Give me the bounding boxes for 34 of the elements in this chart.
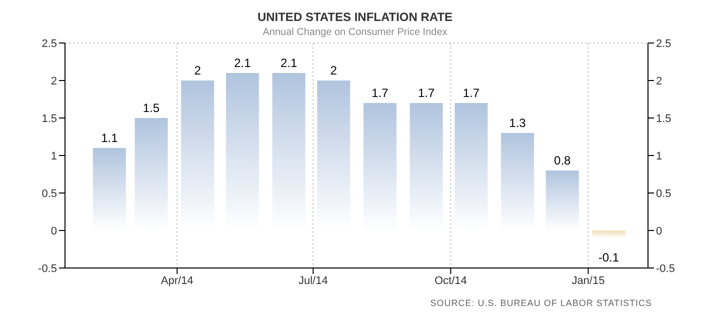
y2-tick-label: 2.5 [656,38,672,50]
y2-tick-label: 0 [656,225,662,238]
x-tick-label: Apr/14 [160,274,194,287]
data-label: 0.8 [554,154,572,168]
y-tick-label: 2 [50,75,57,88]
data-label: 1.1 [101,131,118,145]
data-label: 2 [194,64,202,78]
y2-tick-label: 0.5 [656,188,672,200]
data-label: 2.1 [234,56,252,70]
x-tick-label: Oct/14 [434,274,467,287]
x-tick-label: Jul/14 [298,274,328,287]
y2-tick-label: 1 [656,150,662,162]
y-tick-label: 0.5 [42,188,57,200]
chart-subtitle: Annual Change on Consumer Price Index [262,27,448,38]
y-tick-label: -0.5 [38,262,57,275]
y2-tick-label: 1.5 [656,112,672,125]
data-label: 1.7 [372,86,389,100]
data-label: -0.1 [598,250,620,264]
data-label: 1.5 [142,101,160,115]
y-tick-label: 1.5 [42,112,57,125]
y2-tick-label: -0.5 [656,262,675,275]
data-label: 2.1 [280,56,298,70]
data-label: 1.7 [462,86,480,100]
chart-title: UNITED STATES INFLATION RATE [256,10,454,24]
data-label: 1.7 [418,86,435,100]
x-tick-label: Jan/15 [572,274,605,287]
source-note: SOURCE: U.S. BUREAU OF LABOR STATISTICS [430,298,652,308]
data-label: 1.3 [509,116,526,130]
y-tick-label: 2.5 [42,38,57,50]
y-tick-label: 1 [50,150,57,162]
y2-tick-label: 2 [656,75,662,88]
data-label: 2 [330,64,338,78]
bar [592,230,626,238]
y-tick-label: 0 [50,225,57,238]
